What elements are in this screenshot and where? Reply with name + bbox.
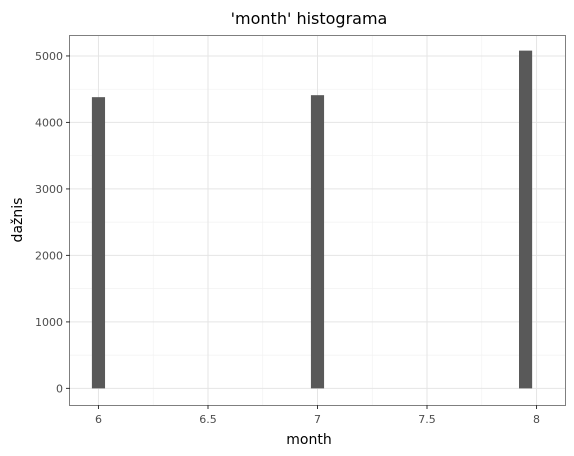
y-tick-label: 0 (56, 382, 63, 395)
x-axis-label: month (286, 432, 331, 448)
y-axis-ticks: 0 1000 2000 3000 4000 5000 (35, 50, 70, 395)
histogram-bar (91, 97, 106, 389)
histogram-bar (519, 50, 533, 389)
y-tick-label: 4000 (35, 116, 63, 129)
x-tick-label: 6 (95, 413, 102, 426)
y-tick-label: 2000 (35, 249, 63, 262)
x-tick-label: 6.5 (199, 413, 217, 426)
bars (91, 50, 533, 389)
x-tick-label: 7 (314, 413, 321, 426)
y-tick-label: 5000 (35, 50, 63, 63)
chart-title: 'month' histograma (231, 9, 388, 28)
x-tick-label: 7.5 (418, 413, 436, 426)
y-tick-label: 1000 (35, 316, 63, 329)
x-axis-ticks: 6 6.5 7 7.5 8 (95, 405, 540, 426)
histogram-bar (310, 95, 325, 389)
y-tick-label: 3000 (35, 183, 63, 196)
x-tick-label: 8 (533, 413, 540, 426)
y-axis-label: dažnis (10, 198, 26, 243)
